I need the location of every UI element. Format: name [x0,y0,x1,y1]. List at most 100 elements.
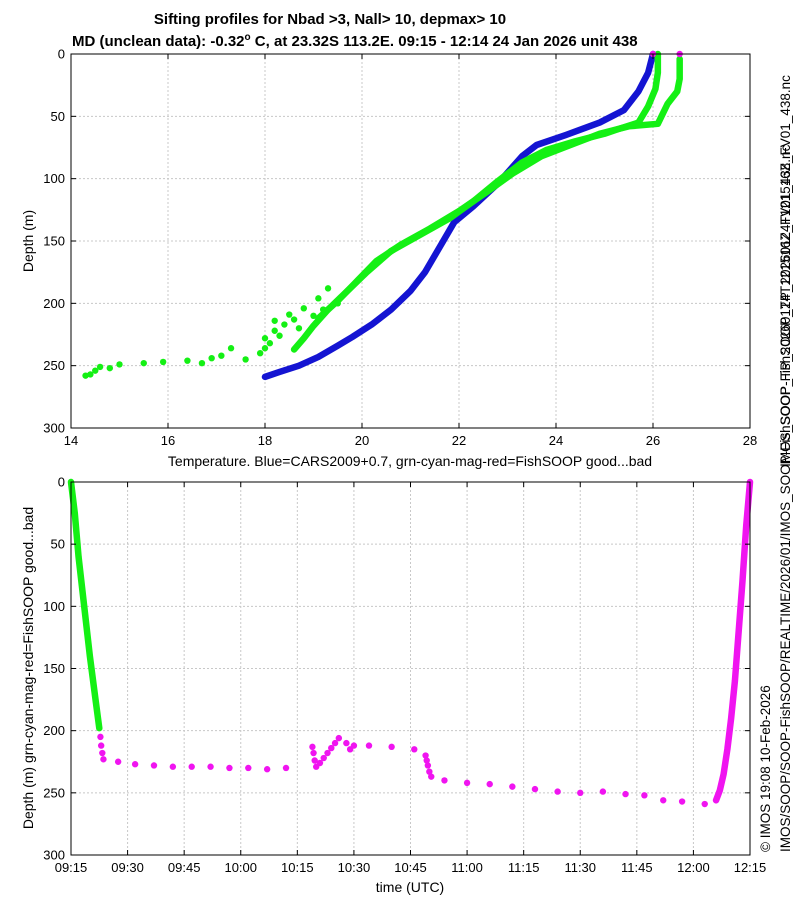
top-xtick-label: 26 [646,433,660,448]
bottom-series-bottom-bad-point [331,739,339,747]
top-xtick-label: 14 [64,433,78,448]
bottom-series-bottom-bad-point [622,790,629,798]
top-series-fishsoop-good-scattered-point [116,361,123,368]
top-ytick-label: 200 [43,296,65,311]
bottom-series-bottom-bad-point [411,746,418,753]
bottom-series-bottom-bad-point [350,742,358,749]
top-series-fishsoop-good-scattered-point [242,356,249,363]
bottom-xtick-label: 10:15 [281,860,314,875]
bottom-series-descent-good [67,478,103,732]
top-series-fishsoop-good-scattered-point [310,312,317,319]
top-series-fishsoop-good-scattered-point [198,359,206,367]
top-series-cars2009-0-7-line [261,50,657,381]
bottom-series-bottom-bad-point [577,789,584,797]
bottom-series-bottom-bad-point [207,763,214,770]
bottom-xtick-label: 10:30 [338,860,371,875]
bottom-series-bottom-bad [97,733,708,808]
top-series-fishsoop-good-scattered-point [315,295,322,302]
top-ytick-label: 250 [43,358,65,373]
top-ytick-label: 0 [58,47,65,62]
bottom-ytick-label: 300 [43,848,65,863]
top-ytick-label: 100 [43,171,65,186]
bottom-series-bottom-bad-point [97,742,105,749]
bottom-series-bottom-bad-point [310,749,317,757]
bottom-xtick-label: 12:00 [677,860,710,875]
top-series-fishsoop-good-scattered-point [82,372,89,379]
top-series-fishsoop-good-scattered-point [227,345,235,352]
top-series-fishsoop-good-scattered-point [261,335,269,342]
top-y-axis-label: Depth (m) [20,210,36,272]
top-series-fishsoop-good-scattered-point [276,332,283,339]
bottom-series-bottom-bad-point [328,744,335,752]
bottom-series-bottom-bad-point [335,734,343,742]
top-xtick-label: 28 [743,433,757,448]
bottom-series-bottom-bad-point [309,743,316,751]
bottom-ytick-label: 150 [43,661,65,676]
top-xtick-label: 20 [355,433,369,448]
bottom-series-bottom-bad-point [660,797,667,804]
top-series-fishsoop-good-scattered-point [295,325,303,332]
bottom-series-bottom-bad-point [441,777,448,784]
top-data-points [82,50,683,381]
top-series-fishsoop-good-scattered-point [271,327,278,334]
top-series-fishsoop-good-scattered-point [87,371,94,378]
bottom-xtick-label: 11:15 [508,860,540,875]
top-x-axis-label: Temperature. Blue=CARS2009+0.7, grn-cyan… [168,453,652,469]
bottom-ytick-label: 0 [58,475,65,490]
bottom-series-bottom-bad-point [365,742,373,749]
bottom-series-descent-good-line [67,478,103,732]
bottom-y-axis-label: Depth (m) grn-cyan-mag-red=FishSOOP good… [20,507,36,829]
subtitle-location-time: C, at 23.32S 113.2E. 09:15 - 12:14 24 Ja… [251,33,638,50]
top-series-fishsoop-good-scattered-point [92,367,99,374]
top-series-fishsoop-good-scattered-point [271,317,278,324]
bottom-xtick-label: 11:30 [564,860,596,875]
bottom-series-bottom-bad-point [486,780,493,788]
credit-timestamp: © IMOS 19:08 10-Feb-2026 [758,685,773,852]
bottom-series-bottom-bad-point [97,733,104,741]
bottom-series-bottom-bad-point [554,788,561,795]
degree-sign: o [245,32,251,43]
bottom-series-bottom-bad-point [641,792,648,799]
bottom-series-bottom-bad-point [678,798,686,805]
bottom-series-bottom-bad-point [311,757,318,764]
top-series-fishsoop-good-upcast-line [315,55,683,322]
top-series-fishsoop-good-scattered-point [140,359,147,367]
top-series-fishsoop-good-scattered-point [208,354,215,362]
top-series-fishsoop-good-scattered-point [96,363,104,371]
bottom-series-bottom-bad-point [531,785,539,793]
bottom-tick-labels: 09:15 09:30 09:45 10:00 10:15 10:30 10:45 11:00… [43,475,766,876]
top-series-fishsoop-good-scattered-point [281,321,288,328]
bottom-series-bottom-bad-point [509,783,516,790]
top-series-fishsoop-good-scattered-point [256,350,264,357]
top-series-fishsoop-good-scattered-point [320,306,327,313]
bottom-xtick-label: 11:00 [451,860,483,875]
top-xtick-label: 18 [258,433,272,448]
realtime-file-path: IMOS/SOOP/SOOP-FishSOOP/REALTIME/2026/01… [778,144,793,852]
temperature-profile-plot: 14 16 18 20 22 24 26 28 0 50 100 150 200 250 300 Tempe… [20,47,757,470]
netcdf-filename: IMOS_SOOP-FishSOOP_TP_20260124T121516Z_F… [778,75,793,467]
bottom-xtick-label: 10:45 [394,860,427,875]
top-xtick-label: 16 [161,433,175,448]
bottom-xtick-label: 09:45 [168,860,201,875]
bottom-series-bottom-bad-point [701,800,708,808]
bottom-series-bottom-bad-point [131,761,139,768]
depth-time-plot: 09:15 09:30 09:45 10:00 10:15 10:30 10:45 11:00… [20,475,766,896]
top-gridlines [71,54,750,428]
top-ytick-label: 50 [51,109,65,124]
bottom-series-bottom-bad-point [324,749,331,757]
bottom-series-bottom-bad-point [316,759,324,767]
top-series-fishsoop-good-upcast [315,55,683,322]
bottom-series-bottom-bad-point [320,754,327,762]
bottom-series-ascent-bad-line [712,478,754,804]
top-series-fishsoop-good-scattered-point [324,285,332,292]
top-series-fishsoop-good-scattered-point [290,316,298,323]
bottom-series-bottom-bad-point [263,766,271,773]
bottom-ytick-label: 50 [51,537,65,552]
top-series-fishsoop-good-scattered-point [334,300,341,307]
bottom-x-axis-label: time (UTC) [376,879,444,895]
bottom-series-ascent-bad [712,478,754,804]
bottom-series-bottom-bad-point [426,768,433,775]
top-series-fishsoop-good-scattered-point [286,311,293,318]
bottom-series-bottom-bad-point [343,739,350,747]
top-series-fishsoop-good-scattered-point [218,352,225,359]
